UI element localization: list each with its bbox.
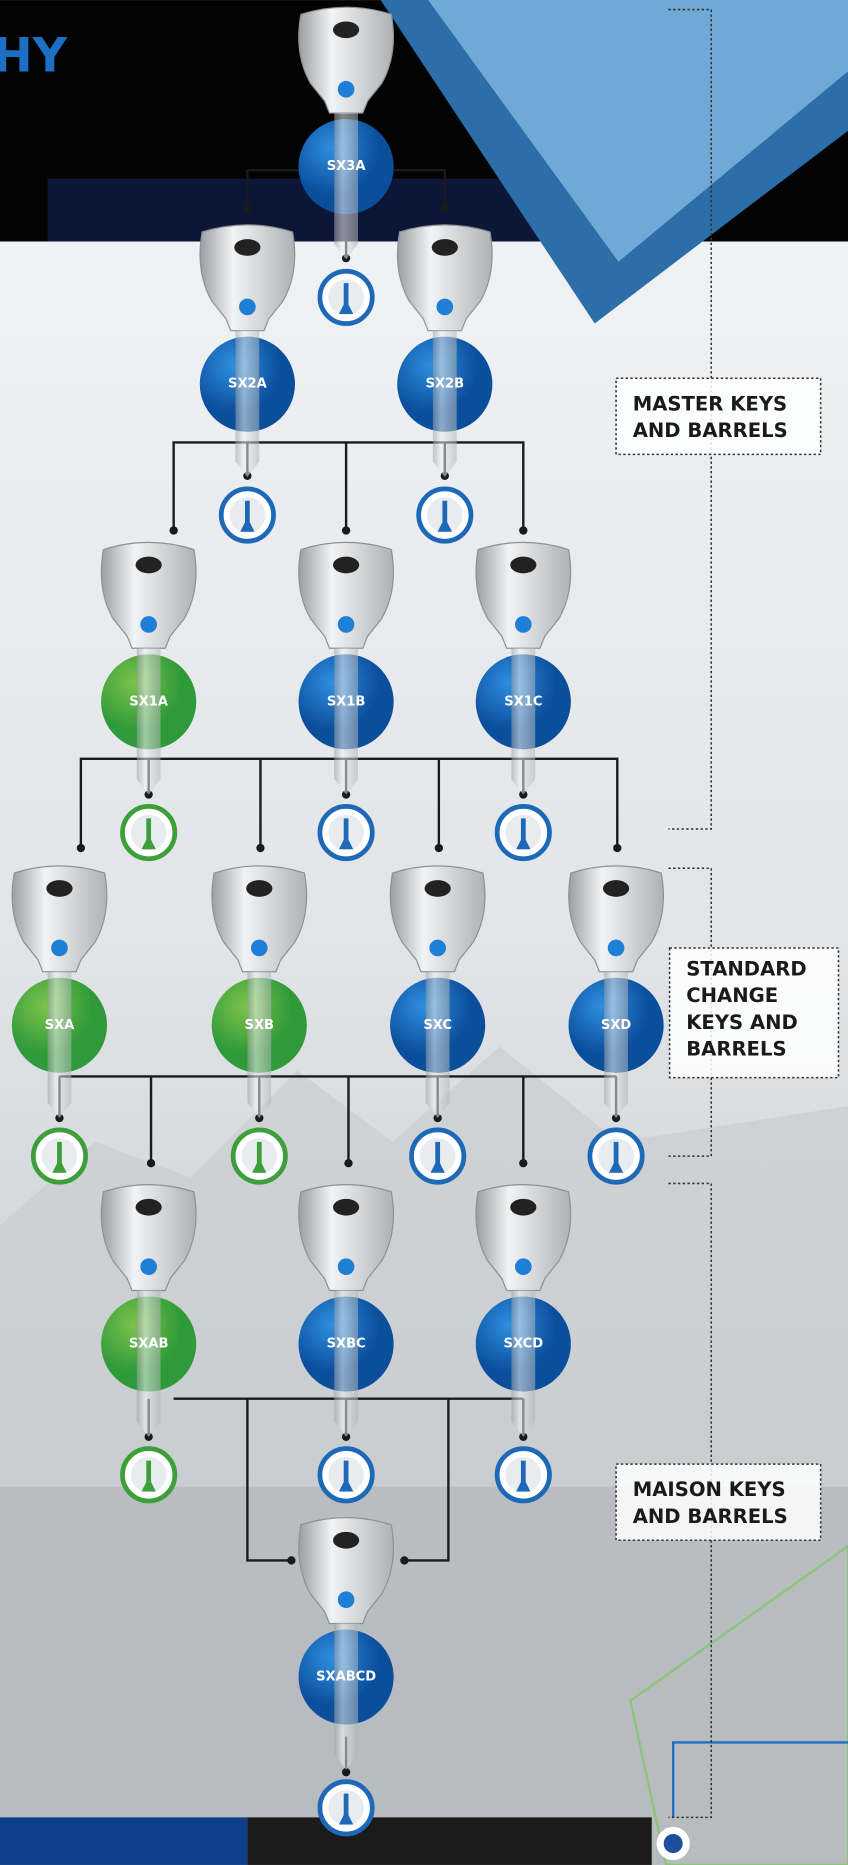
key-shank: [433, 331, 457, 477]
group-label: STANDARD: [686, 957, 806, 980]
diagram: HY SX3A SX2A SX2B SX1A SX1B SX1C SXA SXB SXC SXD S…: [0, 0, 848, 1865]
key-shank: [334, 113, 358, 259]
node-label: SX3A: [327, 159, 367, 174]
connector-dot: [613, 844, 621, 852]
key-dot: [338, 81, 355, 98]
key-dot: [239, 299, 256, 316]
key-shank: [137, 1290, 161, 1436]
key-dot: [429, 940, 446, 957]
group-box: [616, 378, 821, 454]
key-dot: [140, 1258, 157, 1275]
connector-dot: [77, 844, 85, 852]
key-hole: [136, 557, 162, 574]
footer-blue: [0, 1817, 247, 1865]
key-dot: [338, 1591, 355, 1608]
connector-dot: [243, 204, 251, 212]
barrel: [233, 1130, 285, 1182]
key-shank: [137, 648, 161, 794]
barrel: [497, 1449, 549, 1501]
barrel: [497, 806, 549, 858]
connector-dot: [147, 1159, 155, 1167]
barrel: [320, 1449, 372, 1501]
key-hole: [246, 880, 272, 897]
footer-dot-inner: [664, 1834, 683, 1853]
key-dot: [436, 299, 453, 316]
node-label: SXB: [245, 1018, 275, 1033]
connector-dot: [519, 1159, 527, 1167]
node-label: SXC: [423, 1018, 452, 1033]
group-label: AND BARRELS: [633, 419, 788, 442]
key-shank: [511, 648, 535, 794]
title: HY: [0, 28, 68, 83]
barrel: [320, 806, 372, 858]
connector-dot: [169, 526, 177, 534]
connector-dot: [400, 1556, 408, 1564]
node-label: SX1B: [327, 694, 366, 709]
key-hole: [432, 239, 458, 256]
group-label: KEYS AND: [686, 1011, 798, 1034]
key-shank: [604, 972, 628, 1118]
barrel: [419, 489, 471, 541]
group-label: AND BARRELS: [633, 1505, 788, 1528]
node-label: SXBC: [327, 1337, 366, 1352]
group-label: MAISON KEYS: [633, 1478, 786, 1501]
key-dot: [608, 940, 625, 957]
barrel: [590, 1130, 642, 1182]
key-dot: [51, 940, 68, 957]
connector-dot: [344, 1159, 352, 1167]
key-dot: [338, 1258, 355, 1275]
connector-dot: [441, 204, 449, 212]
node-label: SXCD: [504, 1337, 544, 1352]
key-shank: [247, 972, 271, 1118]
connector-dot: [287, 1556, 295, 1564]
key-dot: [251, 940, 268, 957]
key-dot: [338, 616, 355, 633]
connector-dot: [256, 844, 264, 852]
group-label: BARRELS: [686, 1038, 786, 1061]
node-label: SXABCD: [316, 1670, 376, 1685]
key-hole: [333, 1532, 359, 1549]
node-label: SX2A: [228, 377, 268, 392]
barrel: [412, 1130, 464, 1182]
key-shank: [235, 331, 259, 477]
connector-dot: [519, 526, 527, 534]
group-box: [616, 1464, 821, 1540]
barrel: [320, 271, 372, 323]
footer-dark: [247, 1817, 651, 1865]
node-label: SX2B: [426, 377, 465, 392]
key-hole: [510, 557, 536, 574]
key-hole: [136, 1199, 162, 1216]
node-label: SXD: [601, 1018, 632, 1033]
node-label: SX1A: [129, 694, 169, 709]
barrel: [123, 806, 175, 858]
key-hole: [234, 239, 260, 256]
key-hole: [510, 1199, 536, 1216]
key-shank: [48, 972, 72, 1118]
connector-dot: [342, 526, 350, 534]
key-hole: [333, 21, 359, 38]
key-shank: [334, 1624, 358, 1770]
key-dot: [515, 616, 532, 633]
key-hole: [603, 880, 629, 897]
key-shank: [511, 1290, 535, 1436]
barrel: [221, 489, 273, 541]
connector-dot: [435, 844, 443, 852]
key-dot: [140, 616, 157, 633]
group-label: MASTER KEYS: [633, 392, 787, 415]
barrel: [33, 1130, 85, 1182]
key-hole: [46, 880, 72, 897]
key-shank: [426, 972, 450, 1118]
key-shank: [334, 1290, 358, 1436]
key-hole: [333, 557, 359, 574]
key-hole: [425, 880, 451, 897]
group-label: CHANGE: [686, 984, 778, 1007]
node-label: SX1C: [504, 694, 542, 709]
key-shank: [334, 648, 358, 794]
key-hole: [333, 1199, 359, 1216]
key-dot: [515, 1258, 532, 1275]
node-label: SXAB: [129, 1337, 169, 1352]
barrel: [320, 1782, 372, 1834]
node-label: SXA: [45, 1018, 76, 1033]
barrel: [123, 1449, 175, 1501]
